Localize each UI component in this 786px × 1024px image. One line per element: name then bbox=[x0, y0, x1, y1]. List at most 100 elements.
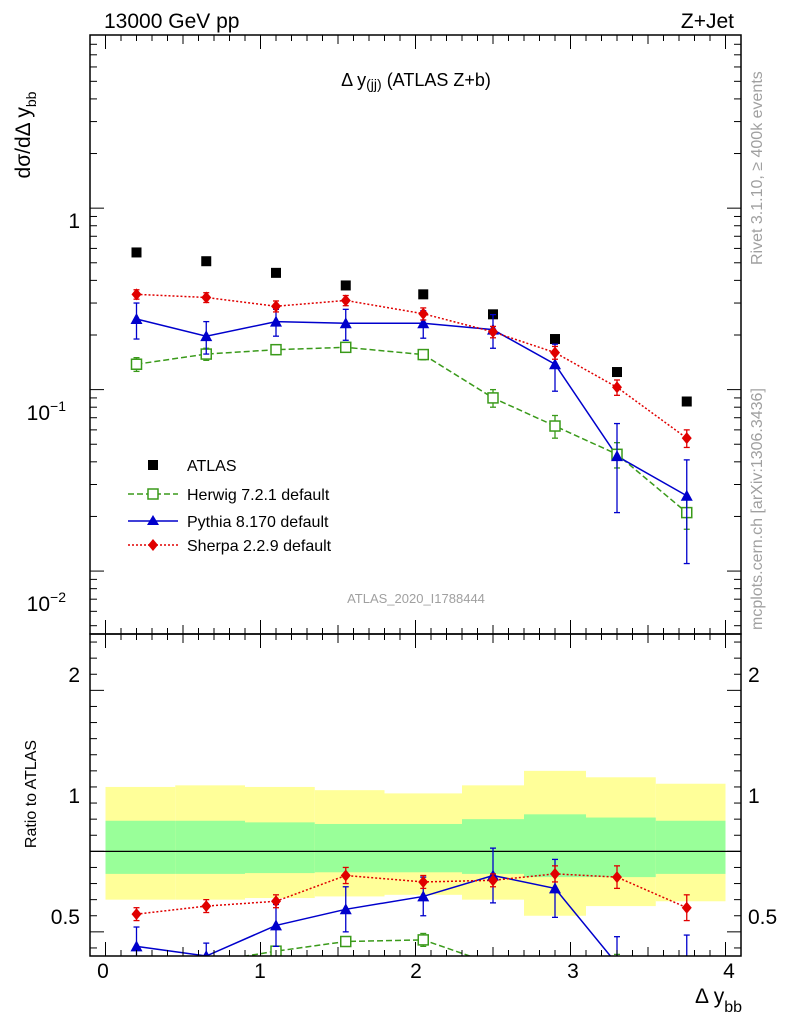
ratio-band-inner bbox=[655, 820, 726, 874]
point-pythia bbox=[270, 315, 282, 327]
ratio-y-tick-label-1: 1 bbox=[68, 785, 80, 808]
legend-marker-pythia bbox=[147, 515, 159, 525]
ratio-point-pythia bbox=[681, 956, 693, 967]
ratio-band-inner bbox=[586, 817, 656, 878]
ratio-point-herwig bbox=[132, 969, 142, 979]
point-herwig bbox=[487, 392, 499, 404]
ratio-point-sherpa bbox=[418, 875, 429, 888]
ratio-point-sherpa bbox=[201, 900, 212, 913]
point-herwig bbox=[549, 420, 561, 432]
point-atlas bbox=[550, 334, 560, 345]
ratio-point-sherpa bbox=[131, 908, 142, 921]
ratio-point-pythia bbox=[611, 958, 623, 969]
ratio-point-sherpa bbox=[550, 867, 560, 880]
main-y-tick-label-0.01: 10−2 bbox=[27, 589, 67, 616]
point-atlas bbox=[418, 289, 429, 300]
y-axis-label-ratio: Ratio to ATLAS bbox=[23, 740, 40, 848]
ratio-point-herwig bbox=[612, 957, 622, 967]
ratio-point-herwig bbox=[340, 935, 352, 948]
main-y-tick-label-1: 1 bbox=[68, 210, 80, 233]
point-herwig bbox=[340, 341, 352, 354]
plot-title: Δ y(jj) (ATLAS Z+b) bbox=[341, 70, 491, 92]
ratio-point-pythia bbox=[339, 903, 352, 915]
ratio-point-pythia bbox=[417, 890, 430, 902]
point-pythia bbox=[549, 358, 561, 370]
ratio-band-inner bbox=[175, 820, 245, 874]
ratio-point-pythia bbox=[549, 882, 561, 894]
x-tick-label-2: 2 bbox=[410, 960, 422, 983]
point-sherpa bbox=[612, 381, 622, 394]
point-pythia bbox=[200, 330, 213, 342]
ratio-point-pythia bbox=[270, 919, 282, 931]
ratio-point-sherpa bbox=[271, 895, 281, 908]
ratio-band-inner bbox=[384, 823, 462, 873]
legend-marker-herwig bbox=[147, 488, 159, 500]
header-energy: 13000 GeV pp bbox=[104, 10, 239, 33]
ratio-band-inner bbox=[245, 822, 315, 874]
point-sherpa bbox=[488, 325, 498, 338]
point-sherpa bbox=[340, 294, 351, 307]
point-herwig bbox=[130, 358, 143, 370]
point-atlas bbox=[131, 247, 142, 258]
ratio-point-herwig bbox=[682, 970, 692, 980]
point-atlas bbox=[271, 267, 281, 278]
point-sherpa bbox=[418, 307, 429, 320]
ratio-point-sherpa bbox=[681, 901, 692, 914]
ratio-panel bbox=[90, 770, 741, 980]
x-tick-label-4: 4 bbox=[723, 960, 735, 983]
ratio-point-herwig bbox=[550, 961, 560, 971]
point-pythia bbox=[339, 317, 352, 329]
point-pythia bbox=[130, 312, 143, 324]
point-pythia bbox=[611, 450, 623, 462]
legend-label-pythia: Pythia 8.170 default bbox=[187, 514, 329, 531]
legend-label-sherpa: Sherpa 2.2.9 default bbox=[187, 538, 332, 555]
point-sherpa bbox=[131, 288, 142, 301]
ratio-point-herwig bbox=[417, 934, 429, 946]
ratio-point-sherpa bbox=[340, 869, 351, 882]
legend-marker-sherpa bbox=[148, 539, 158, 551]
x-tick-label-0: 0 bbox=[97, 960, 109, 983]
x-tick-label-1: 1 bbox=[254, 960, 266, 983]
header-process: Z+Jet bbox=[681, 10, 734, 33]
ratio-y-tick-label-right-2: 2 bbox=[748, 664, 760, 687]
ratio-band-inner bbox=[314, 823, 385, 873]
point-sherpa bbox=[681, 432, 692, 445]
point-herwig bbox=[270, 343, 282, 356]
point-sherpa bbox=[271, 300, 281, 313]
ratio-point-sherpa bbox=[488, 874, 498, 887]
y-axis-label-main: dσ/dΔ ybb bbox=[12, 91, 39, 178]
ratio-point-pythia bbox=[130, 940, 143, 952]
point-pythia bbox=[680, 489, 693, 501]
main-panel bbox=[130, 247, 693, 565]
rivet-version-label: Rivet 3.1.10, ≥ 400k events bbox=[749, 71, 766, 265]
legend: ATLAS Herwig 7.2.1 default Pythia 8.170 … bbox=[128, 458, 332, 555]
ratio-y-tick-label-right-0.5: 0.5 bbox=[748, 906, 777, 929]
point-atlas bbox=[612, 367, 622, 378]
ratio-y-tick-label-right-1: 1 bbox=[748, 785, 760, 808]
ratio-point-herwig bbox=[201, 957, 211, 967]
analysis-id-label: ATLAS_2020_I1788444 bbox=[347, 591, 485, 606]
x-tick-label-3: 3 bbox=[567, 960, 579, 983]
series-line-sherpa bbox=[136, 293, 688, 439]
ratio-y-tick-label-2: 2 bbox=[68, 664, 80, 687]
legend-label-atlas: ATLAS bbox=[187, 458, 237, 475]
ratio-band-inner bbox=[105, 820, 176, 874]
point-pythia bbox=[417, 317, 430, 329]
point-sherpa bbox=[550, 346, 560, 359]
legend-label-herwig: Herwig 7.2.1 default bbox=[187, 487, 330, 504]
mcplots-label: mcplots.cern.ch [arXiv:1306.3436] bbox=[749, 388, 766, 630]
ratio-point-herwig bbox=[488, 959, 498, 969]
point-atlas bbox=[340, 280, 351, 291]
ratio-point-sherpa bbox=[612, 871, 622, 884]
point-sherpa bbox=[201, 291, 212, 304]
point-atlas bbox=[201, 256, 212, 267]
point-herwig bbox=[417, 348, 429, 361]
main-y-tick-label-0.1: 10−1 bbox=[27, 398, 67, 425]
axes-frame bbox=[89, 34, 742, 957]
x-axis-label: Δ ybb bbox=[695, 985, 742, 1016]
ratio-y-tick-label-0.5: 0.5 bbox=[51, 906, 80, 929]
point-atlas bbox=[681, 396, 692, 407]
legend-marker-atlas bbox=[148, 460, 158, 470]
ratio-point-pythia bbox=[202, 950, 210, 956]
